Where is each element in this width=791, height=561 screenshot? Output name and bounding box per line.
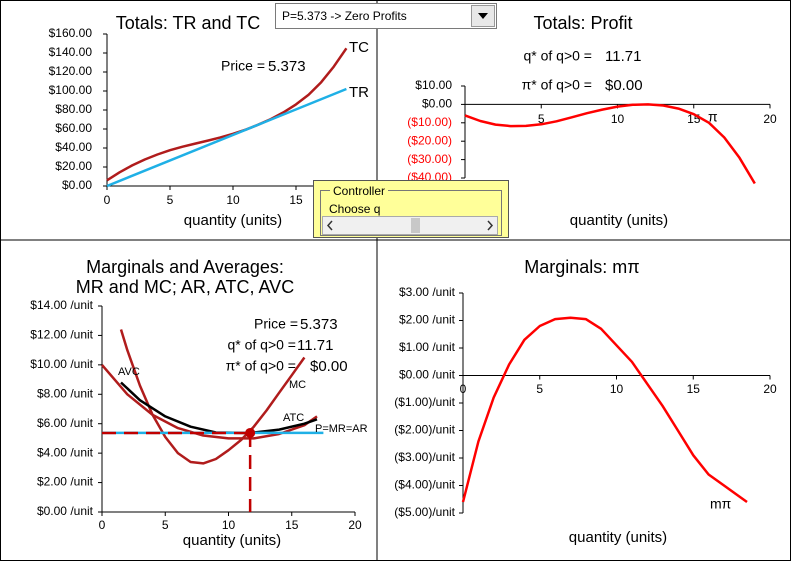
annotation-value: 11.71 [605,48,641,65]
y-tick-label: $0.00 [422,97,452,111]
annotation-label: π* of q>0 = [522,77,592,93]
y-tick-label: $12.00 /unit [30,328,93,342]
x-tick-label: 5 [536,382,543,396]
x-tick-label: 10 [226,193,240,207]
y-tick-label: $0.00 /unit [399,368,456,382]
controller-title: Controller [330,184,389,198]
annotation-label: Price = [221,58,265,74]
x-axis-title: quantity (units) [570,212,668,229]
series-label: TR [349,84,369,101]
series-line [119,329,306,465]
x-tick-label: 5 [162,518,169,532]
y-tick-label: ($4.00)/unit [394,478,455,492]
y-tick-label: $160.00 [49,26,93,40]
y-tick-label: ($30.00) [407,152,452,166]
y-tick-label: ($1.00)/unit [394,395,455,409]
controller: Controller Choose q [313,180,509,238]
series-label: P=MR=AR [315,423,368,435]
x-tick-label: 0 [104,193,111,207]
y-tick-label: $140.00 [49,45,93,59]
y-tick-label: $2.00 /unit [399,313,456,327]
x-tick-label: 15 [285,518,299,532]
y-tick-label: $40.00 [55,140,92,154]
annotation-value: 5.373 [300,316,338,333]
y-tick-label: ($2.00)/unit [394,423,455,437]
y-tick-label: $10.00 /unit [30,357,93,371]
series-line [101,364,318,440]
x-tick-label: 0 [460,382,467,396]
y-tick-label: $3.00 /unit [399,285,456,299]
annotation-value: 5.373 [268,58,306,75]
y-tick-label: $60.00 [55,121,92,135]
x-axis-title: quantity (units) [183,532,281,549]
x-tick-label: 10 [611,112,625,126]
series-label: AVC [118,366,140,378]
scenario-dropdown[interactable]: P=5.373 -> Zero Profits [275,3,497,29]
y-tick-label: ($10.00) [407,115,452,129]
chart-title: Totals: Profit [533,13,632,33]
annotation-label: q* of q>0 = [227,337,296,353]
y-tick-label: $0.00 /unit [37,504,94,518]
y-tick-label: $80.00 [55,102,92,116]
series-line [464,103,756,185]
y-tick-label: $14.00 /unit [30,298,93,312]
x-tick-label: 5 [538,112,545,126]
x-tick-label: 5 [167,193,174,207]
x-axis-title: quantity (units) [569,529,667,546]
series-line [461,316,748,504]
annotation-label: π* of q>0 = [226,358,296,374]
annotation-value: $0.00 [310,358,348,375]
annotation-value: $0.00 [605,77,643,94]
y-tick-label: $20.00 [55,159,92,173]
series-label: π [708,109,718,125]
chart-subtitle: MR and MC; AR, ATC, AVC [76,277,294,297]
series-label: TC [349,39,369,56]
y-tick-label: $100.00 [49,83,93,97]
x-axis-title: quantity (units) [184,212,282,229]
dropdown-text: P=5.373 -> Zero Profits [282,9,407,23]
series-line [106,87,347,188]
y-tick-label: $4.00 /unit [37,445,94,459]
annotation-label: q* of q>0 = [523,48,592,64]
q-scrollbar[interactable] [322,216,498,235]
y-tick-label: $1.00 /unit [399,340,456,354]
x-tick-label: 20 [763,112,777,126]
y-tick-label: $120.00 [49,64,93,78]
controller-group [320,190,502,236]
chart-title: Marginals: mπ [524,257,639,277]
x-tick-label: 20 [348,518,362,532]
annotation-value: 11.71 [297,337,333,354]
series-line [120,381,318,435]
y-tick-label: ($5.00)/unit [394,505,455,519]
annotation-label: Price = [254,316,298,332]
x-tick-label: 15 [687,382,701,396]
series-label: MC [289,379,306,391]
series-line [106,47,348,182]
y-tick-label: ($20.00) [407,133,452,147]
x-tick-label: 0 [99,518,106,532]
y-tick-label: ($3.00)/unit [394,450,455,464]
dropdown-button[interactable] [471,5,495,27]
chart-title: Marginals and Averages: [86,257,284,277]
y-tick-label: $8.00 /unit [37,386,94,400]
y-tick-label: $0.00 [62,178,92,192]
equilibrium-point [245,427,256,438]
y-tick-label: $6.00 /unit [37,416,94,430]
y-tick-label: $10.00 [415,78,452,92]
scroll-arrows [326,220,494,231]
scroll-thumb[interactable] [411,218,420,233]
x-tick-label: 10 [222,518,236,532]
controller-label: Choose q [329,202,381,216]
y-tick-label: $2.00 /unit [37,475,94,489]
series-label: ATC [283,412,304,424]
series-label: mπ [710,496,732,512]
x-tick-label: 15 [289,193,303,207]
x-tick-label: 10 [610,382,624,396]
x-tick-label: 20 [763,382,777,396]
chart-title: Totals: TR and TC [116,13,260,33]
dropdown-arrow [478,13,488,19]
